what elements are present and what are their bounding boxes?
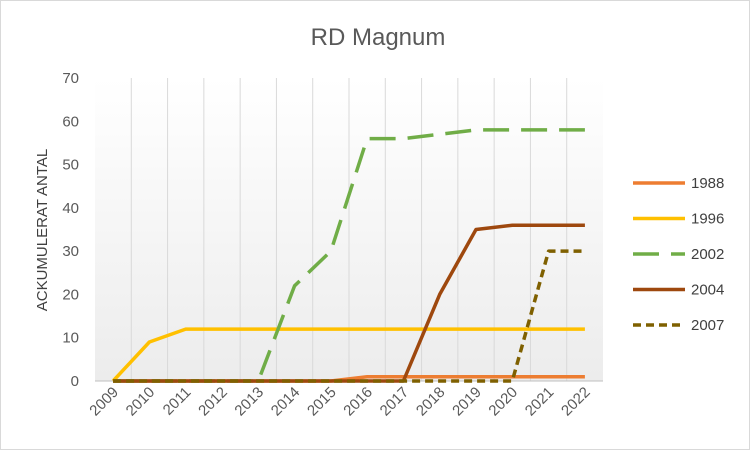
- legend-label-2002: 2002: [691, 246, 724, 263]
- x-tick-label: 2015: [304, 384, 340, 420]
- y-axis-label: ACKUMULERAT ANTAL: [34, 149, 51, 312]
- y-tick-label: 70: [62, 70, 79, 87]
- x-tick-label: 2019: [449, 384, 485, 420]
- legend-label-1996: 1996: [691, 211, 724, 228]
- y-tick-label: 30: [62, 243, 79, 260]
- x-tick-label: 2012: [195, 384, 231, 420]
- legend-label-2007: 2007: [691, 317, 724, 334]
- x-tick-label: 2017: [377, 384, 413, 420]
- y-tick-label: 40: [62, 200, 79, 217]
- series-line-1996: [111, 327, 585, 383]
- y-tick-label: 50: [62, 157, 79, 174]
- x-tick-label: 2020: [485, 384, 521, 420]
- x-tick-label: 2013: [231, 384, 267, 420]
- y-tick-label: 10: [62, 330, 79, 347]
- y-tick-label: 60: [62, 113, 79, 130]
- y-tick-label: 20: [62, 286, 79, 303]
- x-tick-label: 2009: [86, 384, 122, 420]
- x-tick-label: 2022: [558, 384, 594, 420]
- legend: 1988 1996 2002 2004 2007: [633, 175, 724, 334]
- x-tick-label: 2014: [268, 384, 304, 420]
- legend-label-1988: 1988: [691, 175, 724, 192]
- x-tick-label: 2018: [413, 384, 449, 420]
- legend-label-2004: 2004: [691, 282, 724, 299]
- y-tick-label: 0: [71, 373, 79, 390]
- chart-title: RD Magnum: [311, 24, 446, 51]
- x-tick-label: 2021: [522, 384, 558, 420]
- x-tick-label: 2016: [340, 384, 376, 420]
- series-line-2007: [113, 249, 585, 383]
- x-tick-label: 2011: [160, 384, 195, 419]
- series-lines: [111, 128, 585, 383]
- x-tick-label: 2010: [123, 384, 159, 420]
